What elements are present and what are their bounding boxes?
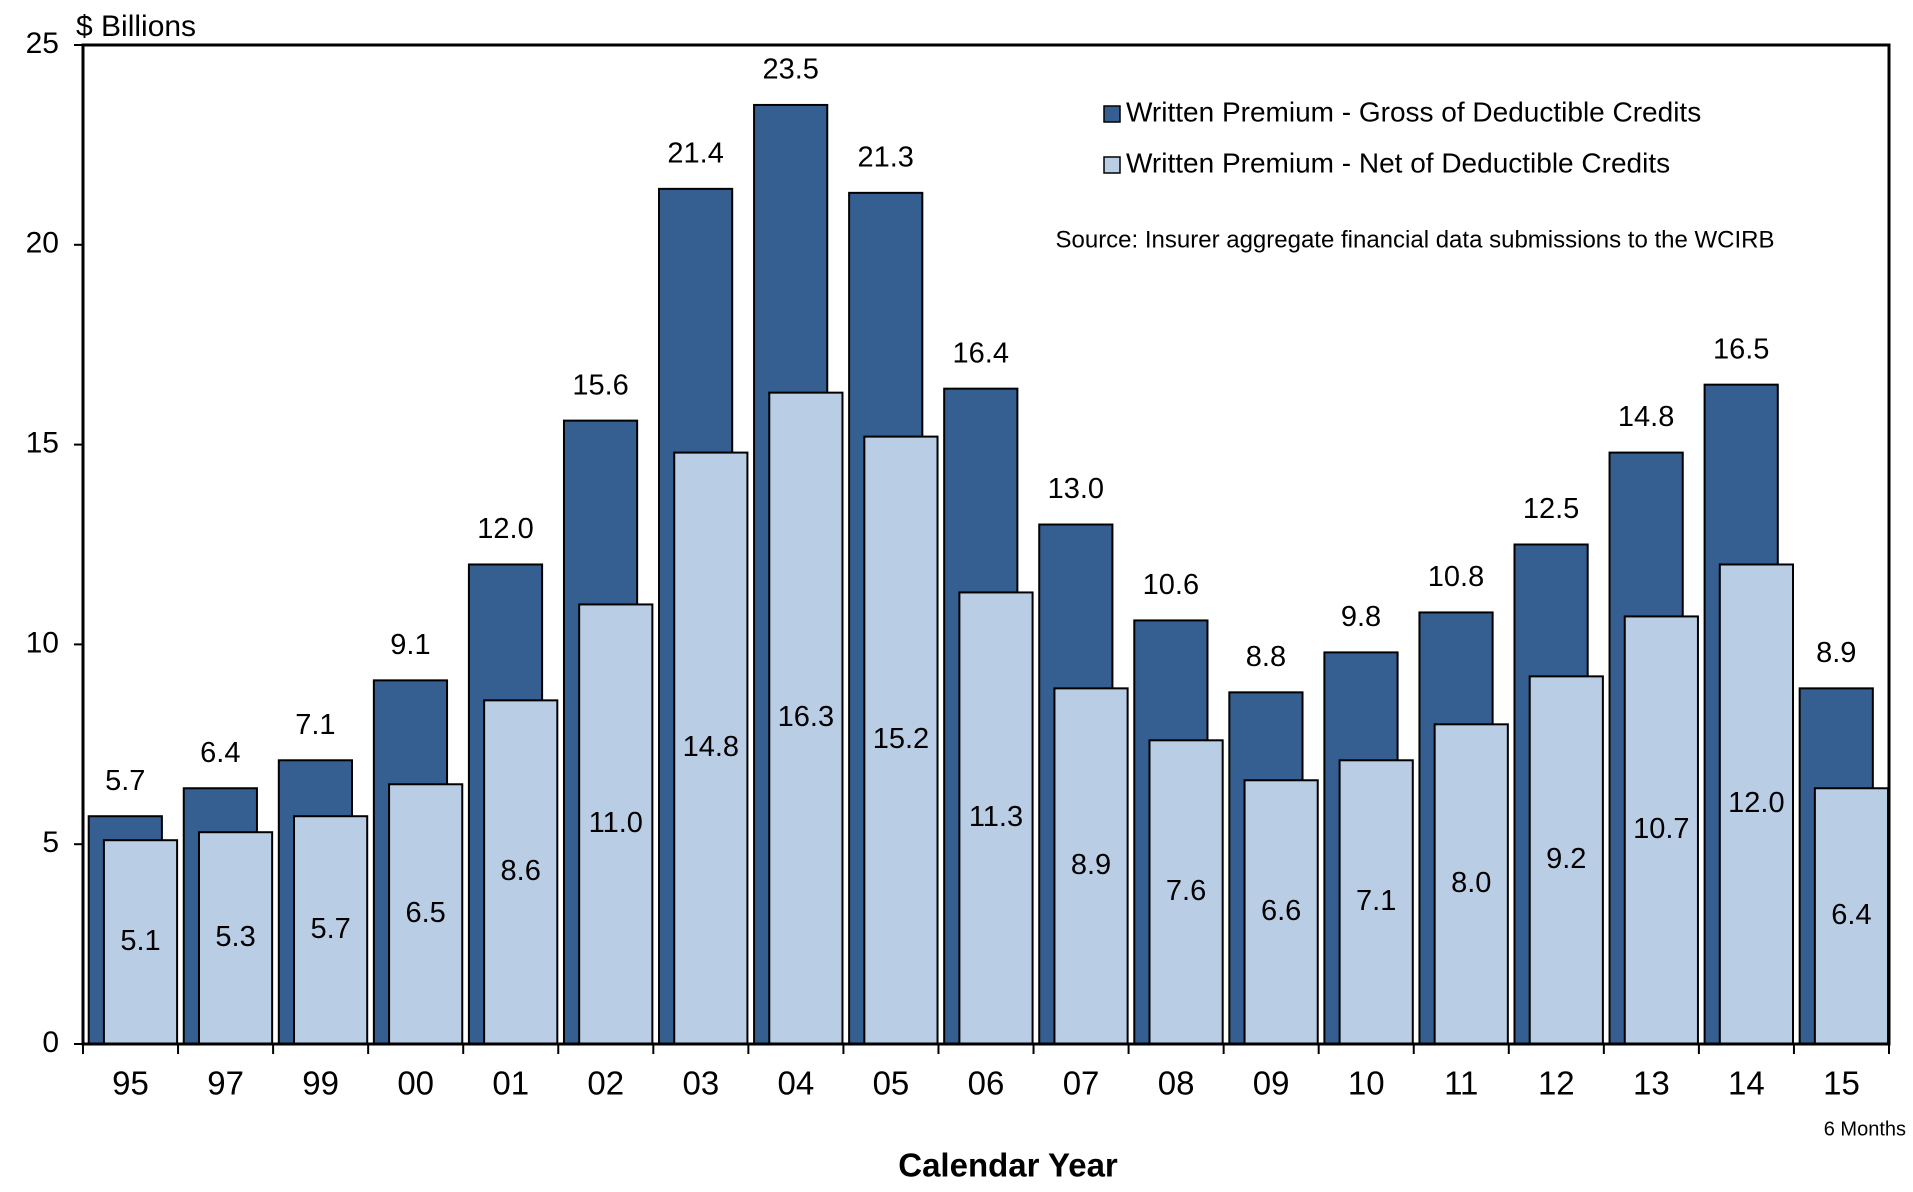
data-label: 11.3 (969, 801, 1023, 833)
data-label: 6.5 (406, 897, 446, 929)
x-tick-label: 97 (207, 1065, 244, 1102)
x-tick-label: 99 (302, 1065, 339, 1102)
y-tick-label: 5 (42, 826, 59, 859)
x-tick-label: 09 (1253, 1065, 1290, 1102)
data-label: 7.1 (295, 709, 335, 741)
data-label: 6.4 (200, 737, 240, 769)
x-axis-label: Calendar Year (898, 1147, 1118, 1184)
data-label: 10.8 (1428, 561, 1484, 593)
data-label: 8.9 (1816, 637, 1856, 669)
data-label: 12.0 (1728, 787, 1784, 819)
bar (768, 391, 844, 1046)
data-label: 6.6 (1261, 895, 1301, 927)
y-axis-label: $ Billions (76, 10, 196, 43)
data-label: 10.6 (1143, 569, 1199, 601)
x-tick-label: 14 (1728, 1065, 1765, 1102)
data-label: 10.7 (1633, 813, 1689, 845)
data-label: 12.0 (477, 513, 533, 545)
data-label: 9.1 (390, 629, 430, 661)
bar (1148, 739, 1224, 1046)
x-tick-label: 03 (682, 1065, 719, 1102)
x-tick-label: 04 (778, 1065, 815, 1102)
data-label: 16.5 (1713, 333, 1769, 365)
x-tick-label: 00 (397, 1065, 434, 1102)
data-label: 15.6 (572, 369, 628, 401)
data-label: 14.8 (683, 731, 739, 763)
x-tick-label: 07 (1063, 1065, 1100, 1102)
bar (483, 699, 559, 1045)
data-label: 9.2 (1546, 843, 1586, 875)
bar (578, 603, 654, 1045)
bar (388, 783, 464, 1045)
data-label: 5.7 (310, 913, 350, 945)
data-label: 15.2 (873, 723, 929, 755)
x-tick-label: 15 (1823, 1065, 1860, 1102)
data-label: 13.0 (1048, 473, 1104, 505)
data-label: 8.0 (1451, 867, 1491, 899)
bar (1433, 723, 1509, 1045)
data-label: 8.8 (1246, 641, 1286, 673)
data-label: 5.1 (120, 925, 160, 957)
data-label: 16.3 (778, 701, 834, 733)
bar (197, 831, 274, 1045)
y-tick-label: 10 (26, 626, 59, 659)
y-tick-label: 25 (26, 27, 59, 60)
bar (102, 839, 179, 1045)
x-tick-label: 06 (968, 1065, 1005, 1102)
data-label: 14.8 (1618, 401, 1674, 433)
data-label: 21.4 (667, 138, 723, 170)
bar (1053, 687, 1129, 1046)
data-label: 12.5 (1523, 493, 1579, 525)
data-label: 21.3 (857, 142, 913, 174)
x-tick-label: 08 (1158, 1065, 1195, 1102)
period-note: 6 Months (1824, 1118, 1906, 1140)
data-label: 7.1 (1356, 885, 1396, 917)
x-tick-label: 02 (587, 1065, 624, 1102)
data-label: 16.4 (953, 337, 1009, 369)
data-label: 11.0 (589, 807, 643, 839)
data-label: 5.3 (215, 921, 255, 953)
bar (1718, 563, 1794, 1045)
x-tick-label: 13 (1633, 1065, 1670, 1102)
legend-swatch (1103, 105, 1121, 123)
x-tick-label: 10 (1348, 1065, 1385, 1102)
data-label: 7.6 (1166, 875, 1206, 907)
bar (1623, 615, 1699, 1045)
legend-label: Written Premium - Net of Deductible Cred… (1126, 147, 1670, 178)
x-tick-label: 11 (1444, 1065, 1478, 1102)
data-label: 8.9 (1071, 849, 1111, 881)
bar (293, 815, 369, 1046)
y-tick-label: 15 (26, 427, 59, 460)
y-tick-label: 20 (26, 227, 59, 260)
x-tick-label: 12 (1538, 1065, 1575, 1102)
plot-frame (81, 43, 1891, 1046)
data-label: 9.8 (1341, 601, 1381, 633)
x-tick-label: 95 (112, 1065, 149, 1102)
legend-label: Written Premium - Gross of Deductible Cr… (1126, 96, 1701, 127)
data-label: 5.7 (105, 765, 145, 797)
y-tick-label: 0 (42, 1026, 59, 1059)
bar (1338, 759, 1414, 1045)
x-tick-label: 05 (873, 1065, 910, 1102)
x-tick-label: 01 (492, 1065, 529, 1102)
data-label: 6.4 (1831, 899, 1871, 931)
data-label: 8.6 (501, 855, 541, 887)
legend-swatch (1103, 156, 1121, 174)
source-note: Source: Insurer aggregate financial data… (1055, 226, 1774, 253)
data-label: 23.5 (762, 54, 818, 86)
